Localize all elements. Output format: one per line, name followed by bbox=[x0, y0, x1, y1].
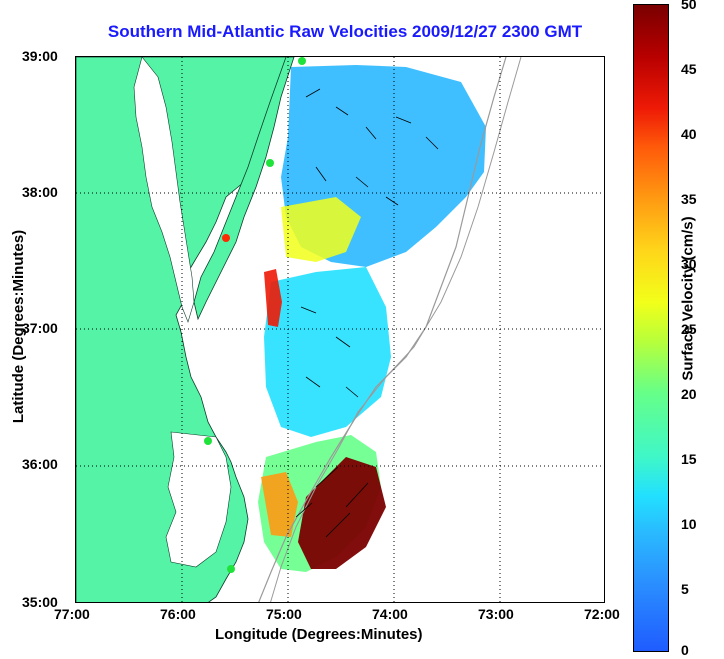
y-tick: 36:00 bbox=[22, 456, 58, 472]
peninsula bbox=[193, 57, 295, 321]
colorbar-tick: 5 bbox=[681, 581, 689, 597]
map-plot-area bbox=[75, 56, 605, 603]
x-tick: 75:00 bbox=[266, 606, 302, 622]
station-marker bbox=[266, 159, 274, 167]
velocity-patch-mid-yellow bbox=[281, 197, 361, 262]
station-marker bbox=[298, 57, 306, 65]
colorbar-tick: 30 bbox=[681, 256, 697, 272]
colorbar-tick: 25 bbox=[681, 321, 697, 337]
colorbar-tick: 35 bbox=[681, 191, 697, 207]
colorbar-tick: 20 bbox=[681, 386, 697, 402]
x-tick: 77:00 bbox=[54, 606, 90, 622]
colorbar-tick: 15 bbox=[681, 451, 697, 467]
x-tick: 76:00 bbox=[160, 606, 196, 622]
colorbar-tick: 0 bbox=[681, 642, 689, 658]
colorbar-tick: 50 bbox=[681, 0, 697, 12]
station-marker bbox=[204, 437, 212, 445]
y-tick: 37:00 bbox=[22, 320, 58, 336]
x-axis-label: Longitude (Degrees:Minutes) bbox=[215, 626, 423, 643]
y-axis-label: Latitude (Degrees:Minutes) bbox=[10, 229, 28, 424]
colorbar-label: Surface Velocity (cm/s) bbox=[679, 216, 697, 381]
velocity-patch-south-hot bbox=[298, 457, 386, 569]
velocity-patch-mid-edge bbox=[264, 269, 282, 327]
map-title: Southern Mid-Atlantic Raw Velocities 200… bbox=[107, 22, 583, 41]
isobath-inner bbox=[270, 57, 522, 602]
grid bbox=[76, 57, 604, 602]
colorbar bbox=[633, 4, 669, 652]
y-tick: 39:00 bbox=[22, 48, 58, 64]
velocity-vectors bbox=[295, 88, 439, 538]
y-tick: 35:00 bbox=[22, 594, 58, 610]
station-marker bbox=[222, 234, 230, 242]
x-tick: 72:00 bbox=[584, 606, 620, 622]
colorbar-tick: 45 bbox=[681, 61, 697, 77]
isobath bbox=[258, 57, 507, 602]
station-marker bbox=[227, 565, 235, 573]
velocity-patch-mid bbox=[264, 267, 391, 437]
colorbar-tick: 40 bbox=[681, 126, 697, 142]
x-tick: 73:00 bbox=[478, 606, 514, 622]
y-tick: 38:00 bbox=[22, 184, 58, 200]
bay-water bbox=[133, 57, 195, 323]
x-tick: 74:00 bbox=[372, 606, 408, 622]
colorbar-tick: 10 bbox=[681, 516, 697, 532]
velocity-patch-south-orange bbox=[261, 472, 298, 537]
map-svg bbox=[76, 57, 604, 602]
